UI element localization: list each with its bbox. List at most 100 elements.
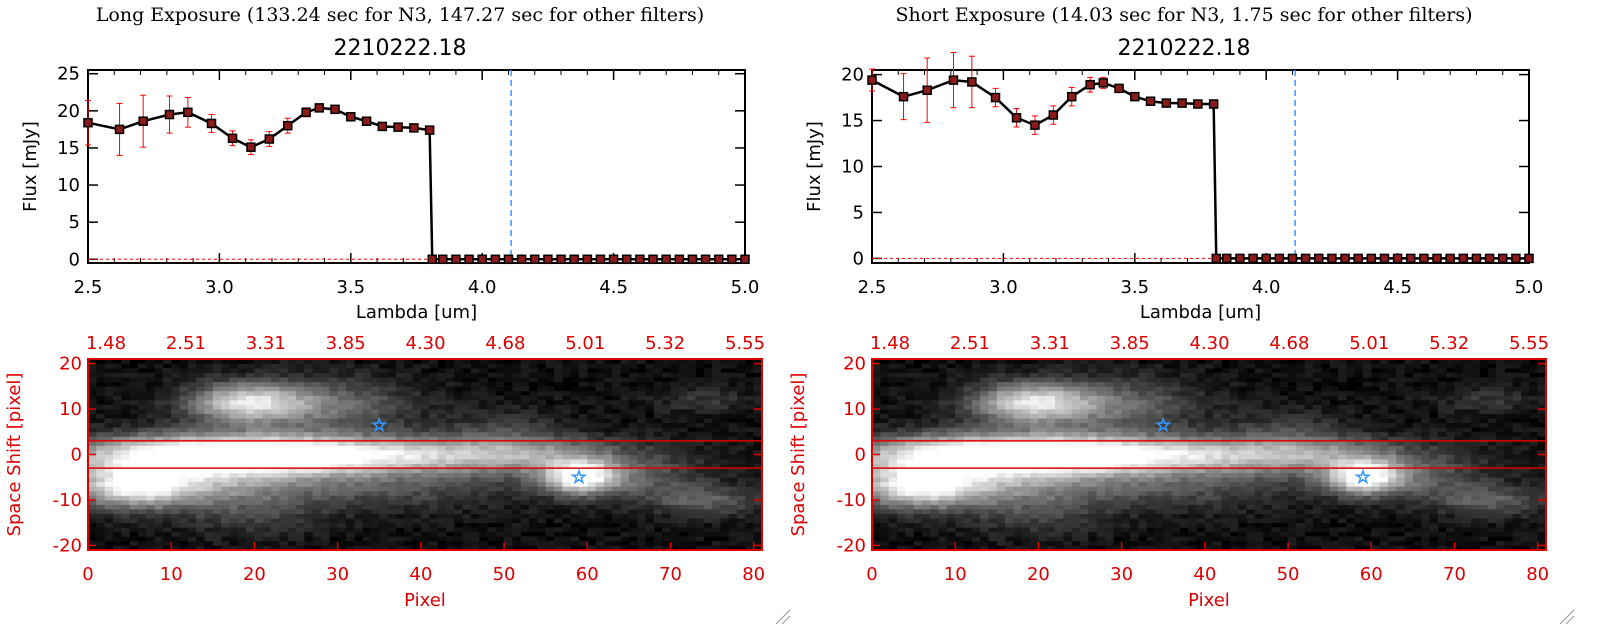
image-pixel (162, 359, 172, 364)
image-pixel (221, 386, 230, 392)
data-point (1379, 253, 1390, 264)
image-pixel (896, 413, 906, 419)
image-pixel (587, 436, 596, 442)
image-pixel (963, 490, 973, 496)
image-pixel (287, 390, 297, 396)
image-pixel (112, 390, 122, 396)
image-pixel (545, 545, 555, 551)
image-pixel (996, 372, 1006, 378)
image-pixel (470, 468, 480, 474)
image-pixel (96, 531, 106, 537)
image-pixel (888, 495, 898, 501)
image-pixel (1021, 399, 1031, 405)
image-pixel (720, 404, 730, 410)
image-pixel (437, 454, 447, 460)
image-pixel (370, 509, 380, 515)
image-pixel (262, 372, 272, 378)
image-pixel (445, 431, 455, 437)
image-pixel (246, 531, 255, 537)
image-pixel (930, 472, 939, 478)
image-pixel (196, 522, 205, 528)
image-pixel (1096, 513, 1106, 519)
image-pixel (938, 499, 948, 505)
image-pixel (362, 490, 372, 496)
image-pixel (1046, 463, 1056, 469)
image-pixel (221, 427, 230, 433)
image-pixel (645, 363, 655, 369)
image-pixel (1005, 377, 1014, 383)
image-pixel (545, 395, 555, 401)
image-pixel (370, 363, 380, 369)
image-pixel (553, 431, 563, 437)
image-pixel (187, 436, 197, 442)
image-pixel (930, 436, 939, 442)
image-pixel (345, 413, 355, 419)
image-pixel (537, 468, 547, 474)
image-pixel (479, 540, 488, 546)
image-pixel (553, 472, 563, 478)
image-pixel (287, 436, 297, 442)
image-pixel (146, 522, 155, 528)
image-pixel (237, 372, 247, 378)
image-pixel (112, 440, 122, 446)
image-pixel (196, 386, 205, 392)
image-pixel (1104, 504, 1114, 510)
image-pixel (221, 495, 230, 501)
image-pixel (429, 463, 438, 469)
image-pixel (872, 509, 881, 515)
data-point (1177, 98, 1187, 108)
image-pixel (537, 390, 547, 396)
image-pixel (137, 454, 147, 460)
image-pixel (1080, 409, 1089, 414)
image-pixel (379, 390, 388, 396)
image-pixel (495, 413, 505, 419)
image-pixel (737, 459, 746, 464)
image-pixel (146, 395, 155, 401)
image-pixel (512, 409, 522, 414)
image-pixel (1046, 531, 1056, 537)
image-pixel (728, 459, 738, 464)
image-pixel (1021, 463, 1031, 469)
image-pixel (146, 377, 155, 383)
image-pixel (88, 418, 97, 424)
image-pixel (578, 409, 588, 414)
image-pixel (1063, 522, 1073, 528)
image-pixel (337, 472, 347, 478)
image-pixel (212, 518, 222, 524)
image-pixel (712, 481, 721, 487)
image-pixel (620, 463, 630, 469)
image-pixel (296, 409, 305, 414)
image-pixel (512, 518, 522, 524)
image-pixel (271, 449, 280, 455)
image-pixel (179, 409, 189, 414)
image-pixel (595, 386, 605, 392)
image-pixel (420, 495, 430, 501)
image-pixel (337, 427, 347, 433)
image-pixel (537, 399, 547, 405)
image-pixel (1113, 477, 1123, 483)
image-pixel (896, 531, 906, 537)
image-pixel (88, 472, 97, 478)
image-pixel (246, 436, 255, 442)
image-pixel (171, 390, 180, 396)
image-pixel (337, 504, 347, 510)
data-point (246, 142, 256, 152)
image-pixel (753, 536, 763, 542)
image-pixel (337, 490, 347, 496)
image-pixel (445, 504, 455, 510)
image-pixel (229, 477, 239, 483)
image-pixel (104, 531, 114, 537)
image-pixel (437, 404, 447, 410)
image-pixel (221, 449, 230, 455)
image-pixel (1080, 490, 1089, 496)
image-pixel (971, 477, 981, 483)
image-pixel (1046, 513, 1056, 519)
image-pixel (437, 440, 447, 446)
image-pixel (187, 527, 197, 533)
image-pixel (1113, 431, 1123, 437)
image-pixel (487, 518, 497, 524)
image-pixel (196, 395, 205, 401)
image-pixel (179, 359, 189, 364)
image-pixel (1021, 481, 1031, 487)
image-pixel (620, 409, 630, 414)
